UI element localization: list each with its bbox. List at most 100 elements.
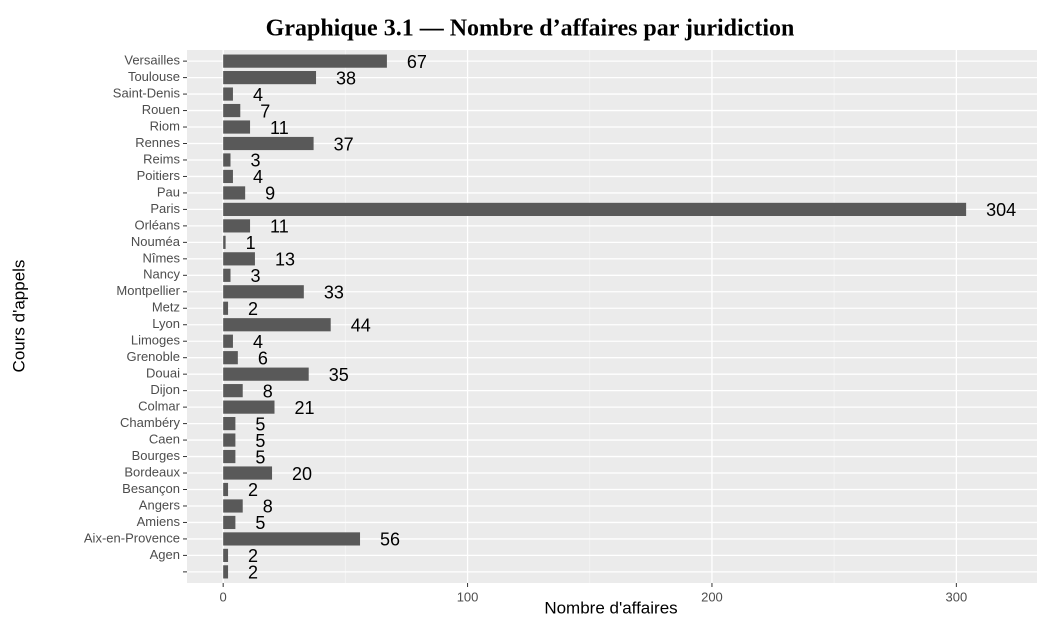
y-tick-label: Angers	[139, 497, 181, 512]
value-label: 4	[253, 332, 263, 352]
bar	[223, 285, 304, 299]
y-tick-label: Grenoble	[127, 349, 180, 364]
y-tick-label: Amiens	[137, 514, 181, 529]
value-label: 2	[248, 299, 258, 319]
value-label: 11	[270, 118, 289, 138]
value-label: 5	[255, 431, 265, 451]
bar	[223, 103, 241, 118]
x-tick-label: 100	[457, 589, 479, 604]
y-tick-label: Montpellier	[116, 283, 180, 298]
value-label: 3	[251, 151, 261, 171]
bar	[223, 499, 243, 513]
value-label: 67	[407, 52, 427, 72]
value-label: 8	[263, 497, 273, 517]
y-axis-title: Cours d'appels	[9, 260, 28, 373]
chart-title: Graphique 3.1 — Nombre d’affaires par ju…	[266, 16, 795, 42]
bar	[223, 400, 275, 414]
y-tick-label: Besançon	[122, 481, 180, 496]
bar	[223, 54, 387, 68]
y-tick-label: Rouen	[142, 102, 180, 117]
value-label: 2	[248, 563, 258, 583]
bar	[223, 334, 233, 348]
y-tick-label: Chambéry	[120, 415, 180, 430]
bar	[223, 384, 243, 398]
value-label: 6	[258, 348, 268, 368]
bar	[223, 235, 226, 249]
bar	[223, 318, 331, 332]
value-label: 5	[255, 414, 265, 434]
bar	[223, 120, 251, 134]
value-label: 3	[251, 266, 261, 286]
value-label: 304	[986, 200, 1016, 220]
value-label: 7	[260, 101, 270, 121]
x-axis-title: Nombre d'affaires	[544, 598, 677, 617]
bar	[223, 449, 236, 464]
y-tick-label: Riom	[150, 118, 180, 133]
x-tick-label: 200	[701, 589, 723, 604]
y-tick-label: Bordeaux	[124, 464, 180, 479]
bar	[223, 71, 317, 85]
value-label: 5	[255, 513, 265, 533]
bar	[223, 136, 314, 151]
value-label: 35	[329, 365, 349, 385]
bar	[223, 482, 229, 497]
y-tick-label: Orléans	[134, 217, 180, 232]
value-label: 4	[253, 167, 263, 187]
y-tick-label: Nancy	[143, 267, 180, 282]
value-label: 1	[246, 233, 256, 253]
y-tick-label: Rennes	[135, 135, 180, 150]
y-tick-label: Toulouse	[128, 69, 180, 84]
y-tick-label: Paris	[150, 201, 180, 216]
bar	[223, 565, 229, 579]
y-tick-label: Lyon	[152, 316, 180, 331]
x-tick-label: 0	[220, 589, 227, 604]
value-label: 9	[265, 184, 275, 204]
y-tick-label: Nîmes	[142, 250, 180, 265]
y-tick-label: Poitiers	[137, 168, 181, 183]
y-tick-label: Versailles	[124, 53, 180, 68]
bar	[223, 466, 273, 480]
value-label: 33	[324, 283, 344, 303]
value-label: 8	[263, 381, 273, 401]
bar	[223, 186, 246, 200]
panel	[187, 50, 1037, 583]
value-label: 2	[248, 480, 258, 500]
bar	[223, 252, 255, 266]
bar	[223, 367, 309, 381]
y-tick-label: Saint-Denis	[113, 86, 181, 101]
y-tick-label: Caen	[149, 432, 180, 447]
bar	[223, 351, 238, 365]
y-tick-label: Douai	[146, 366, 180, 381]
bar	[223, 532, 361, 546]
bar	[223, 548, 229, 562]
bar	[223, 87, 233, 101]
y-tick-label: Colmar	[138, 399, 181, 414]
value-label: 5	[255, 447, 265, 467]
bar	[223, 202, 967, 216]
value-label: 11	[270, 217, 289, 237]
value-label: 2	[248, 546, 258, 566]
bar	[223, 417, 236, 431]
value-label: 4	[253, 85, 263, 105]
y-tick-label: Pau	[157, 184, 180, 199]
y-tick-label: Agen	[150, 547, 180, 562]
value-label: 44	[351, 315, 371, 335]
value-label: 38	[336, 68, 356, 88]
y-tick-label: Limoges	[131, 333, 181, 348]
bar	[223, 268, 231, 282]
y-tick-label: Nouméa	[131, 234, 181, 249]
bar	[223, 433, 236, 447]
y-tick-label: Bourges	[132, 448, 181, 463]
y-tick-label: Metz	[152, 300, 180, 315]
y-tick-label: Reims	[143, 151, 180, 166]
bar	[223, 219, 251, 233]
bar	[223, 515, 236, 530]
value-label: 21	[294, 398, 314, 418]
value-label: 56	[380, 530, 400, 550]
x-tick-label: 300	[945, 589, 967, 604]
y-tick-label: Dijon	[150, 382, 180, 397]
value-label: 20	[292, 464, 312, 484]
value-label: 13	[275, 250, 295, 270]
value-label: 37	[334, 134, 354, 154]
